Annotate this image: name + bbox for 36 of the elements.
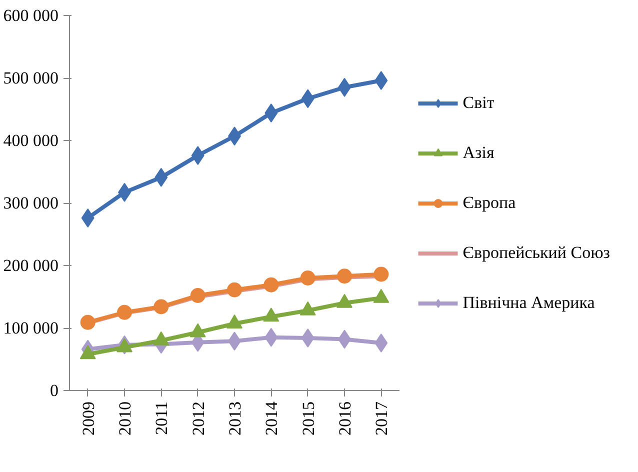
point [374, 334, 388, 352]
y-tick-label: 500 000 [3, 68, 58, 88]
legend-label: Європа [462, 192, 516, 212]
point [117, 304, 132, 320]
y-tick-label: 400 000 [3, 131, 58, 150]
point [80, 314, 96, 330]
x-tick-label: 2009 [78, 402, 98, 436]
point [374, 71, 388, 90]
legend-label: Європейський Союз [462, 242, 610, 262]
point [264, 104, 278, 122]
y-tick-label: 200 000 [3, 256, 58, 275]
x-tick-label: 2014 [262, 401, 282, 436]
x-tick-label: 2016 [336, 402, 354, 436]
point [81, 208, 94, 228]
y-tick-label: 0 [50, 381, 58, 400]
point [300, 270, 316, 286]
x-tick-label: 2017 [372, 401, 392, 436]
legend-label: Північна Америка [462, 292, 595, 312]
point [190, 288, 206, 303]
x-tick-label: 2013 [226, 402, 244, 436]
x-tick-label: 2012 [188, 402, 208, 436]
x-tick-label: 2010 [116, 402, 134, 436]
point [337, 268, 352, 284]
legend-label: Азія [462, 142, 494, 162]
point [191, 146, 204, 165]
point [374, 266, 389, 282]
y-tick-label: 100 000 [3, 318, 58, 338]
y-tick-label: 300 000 [3, 194, 58, 212]
y-tick-label: 600 000 [3, 6, 58, 25]
point [264, 277, 279, 292]
point [301, 328, 314, 348]
x-tick-label: 2015 [298, 402, 318, 436]
point [154, 299, 169, 314]
x-tick-label: 2011 [152, 401, 172, 435]
legend-label: Світ [462, 92, 494, 112]
point [227, 282, 242, 298]
